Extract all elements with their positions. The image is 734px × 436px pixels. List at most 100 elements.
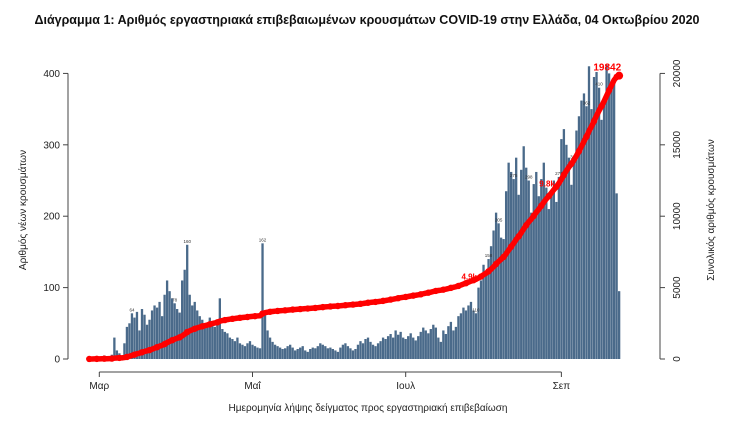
bar [326, 348, 329, 359]
bar [160, 316, 164, 359]
bar [289, 344, 292, 359]
bar [597, 87, 601, 359]
bar [366, 337, 370, 359]
cumulative-point [183, 328, 191, 336]
cumulative-line: 4.9k 9.8k 19842 [86, 63, 624, 363]
bars [88, 64, 621, 360]
bar [361, 343, 365, 359]
y-tick-label: 0 [54, 355, 60, 366]
bar [459, 313, 463, 359]
bar [266, 330, 269, 359]
bar [201, 319, 204, 359]
bar [324, 346, 327, 359]
bar [246, 343, 249, 359]
cumulative-point [108, 355, 116, 362]
bar [525, 167, 528, 359]
bar [530, 212, 533, 359]
cumulative-point [206, 321, 213, 328]
cumulative-point [507, 243, 515, 250]
cumulative-point [131, 351, 138, 358]
bar [261, 243, 264, 359]
bar [540, 179, 543, 359]
x-axis-label: Ημερομηνία λήψης δείγματος προς εργαστηρ… [229, 402, 508, 414]
bar [356, 344, 360, 359]
bar [186, 244, 189, 359]
bar [492, 230, 495, 359]
bar [241, 344, 244, 359]
bar [148, 319, 151, 359]
bar [334, 350, 337, 359]
bar [294, 350, 297, 359]
bar [592, 76, 596, 359]
bar [464, 310, 468, 359]
bar [494, 212, 498, 359]
cumulative-point [281, 307, 289, 314]
bar [339, 347, 342, 359]
cumulative-point [214, 319, 221, 326]
cumulative-end-label: 19842 [593, 63, 621, 74]
bar [412, 337, 415, 359]
cumulative-mid-label: 4.9k [461, 273, 477, 282]
bar [396, 334, 400, 359]
bar [231, 339, 234, 359]
cumulative-point [568, 160, 575, 167]
bar [301, 346, 304, 359]
bar-value-label: 275 [555, 171, 563, 176]
bar [394, 330, 397, 359]
bar [444, 334, 448, 359]
bar-value-label: 64 [129, 307, 135, 312]
y2-tick-label: 5000 [672, 276, 683, 299]
bar [283, 348, 287, 359]
bar [276, 346, 279, 359]
cumulative-point [334, 302, 342, 310]
bar [291, 347, 294, 359]
bar [299, 347, 302, 359]
cumulative-point [417, 291, 424, 298]
bar-value-label: 110 [472, 307, 480, 312]
bar [399, 331, 402, 359]
cumulative-point [229, 315, 236, 323]
bar [442, 330, 445, 359]
bar [175, 309, 179, 359]
bar [517, 194, 520, 359]
y2-tick-label: 20000 [672, 59, 683, 87]
bar [384, 339, 387, 359]
bar [203, 323, 206, 359]
bar [467, 305, 470, 359]
bar [404, 339, 407, 359]
x-tick-label: Μαρ [89, 381, 109, 392]
bar-value-label: 205 [495, 217, 503, 222]
bar [422, 327, 425, 359]
cumulative-point [432, 287, 440, 295]
bar [414, 340, 417, 359]
cumulative-point [560, 171, 568, 179]
bar [562, 129, 566, 359]
bar-value-label: 275 [510, 173, 518, 178]
bar [236, 337, 239, 359]
bar [484, 274, 488, 359]
bar [173, 303, 176, 359]
cumulative-point [590, 117, 598, 125]
bar [168, 291, 171, 359]
bar [577, 116, 581, 359]
bar [130, 313, 134, 359]
cumulative-point [251, 312, 259, 320]
y2-tick-label: 0 [672, 356, 683, 362]
cumulative-point [138, 349, 146, 356]
bar [286, 346, 289, 359]
cumulative-point [447, 284, 455, 292]
cumulative-point [492, 260, 500, 268]
bar [115, 350, 119, 359]
bar [258, 348, 262, 359]
bar [615, 193, 618, 359]
cumulative-point [583, 133, 590, 140]
bar [454, 326, 458, 359]
cumulative-point [372, 298, 379, 306]
cumulative-point [101, 355, 108, 362]
bar [153, 305, 156, 359]
bar [582, 93, 586, 359]
cumulative-point [304, 305, 311, 312]
bar [570, 184, 573, 359]
bar [145, 324, 149, 359]
bar [155, 307, 159, 359]
